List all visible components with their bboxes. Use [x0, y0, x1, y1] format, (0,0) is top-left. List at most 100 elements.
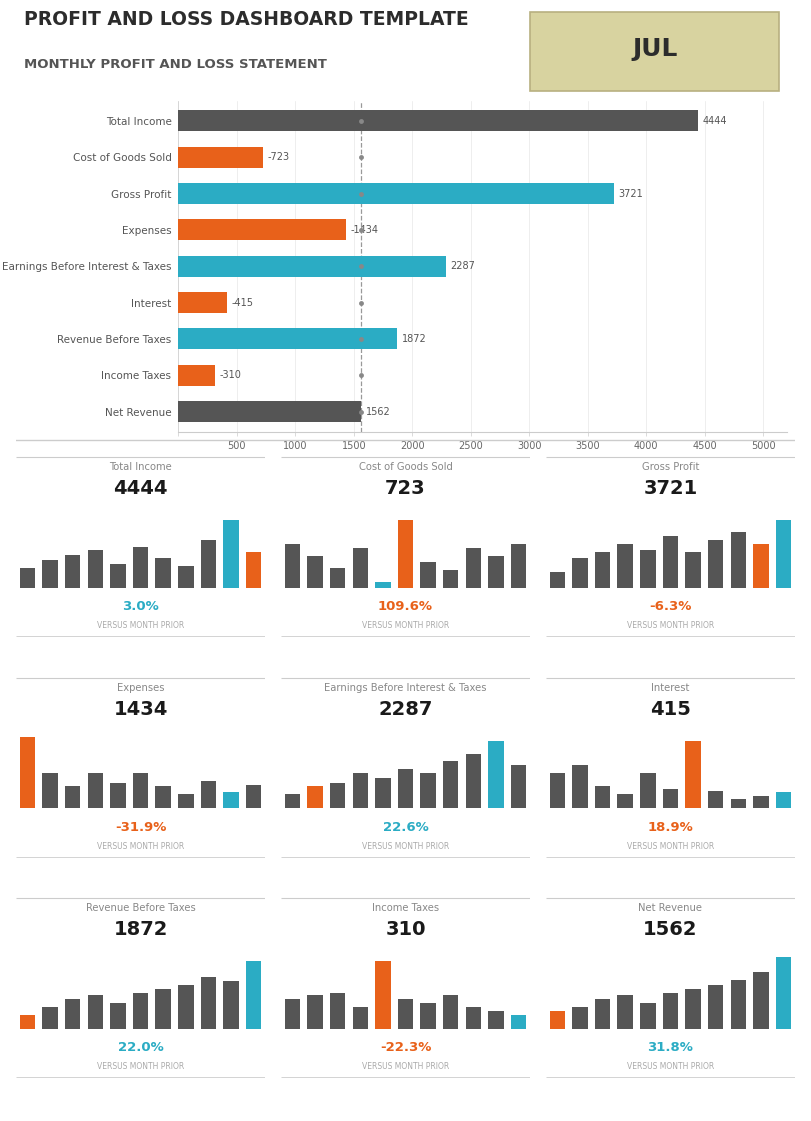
Bar: [353, 772, 368, 808]
Text: 22.0%: 22.0%: [118, 1041, 164, 1055]
Text: 1872: 1872: [402, 334, 427, 344]
Bar: [200, 978, 216, 1029]
Bar: [133, 993, 148, 1029]
Text: Earnings Before Interest & Taxes: Earnings Before Interest & Taxes: [324, 683, 487, 693]
Bar: [178, 147, 263, 168]
Bar: [88, 549, 103, 587]
Text: Total Income: Total Income: [109, 462, 172, 472]
Bar: [511, 544, 526, 587]
Bar: [731, 980, 746, 1029]
Text: 1562: 1562: [366, 407, 391, 417]
Bar: [110, 564, 126, 587]
Text: 415: 415: [650, 700, 691, 719]
Text: 18.9%: 18.9%: [647, 821, 693, 834]
Bar: [375, 778, 391, 808]
Bar: [776, 957, 792, 1029]
Bar: [110, 1003, 126, 1029]
Bar: [420, 772, 436, 808]
Bar: [246, 785, 261, 808]
Text: 3721: 3721: [643, 479, 697, 498]
Bar: [65, 786, 80, 808]
Bar: [663, 788, 678, 808]
Text: PROFIT AND LOSS DASHBOARD TEMPLATE: PROFIT AND LOSS DASHBOARD TEMPLATE: [24, 10, 469, 29]
Bar: [156, 558, 171, 587]
FancyBboxPatch shape: [530, 12, 779, 91]
Text: VERSUS MONTH PRIOR: VERSUS MONTH PRIOR: [362, 842, 449, 851]
Text: 723: 723: [385, 479, 426, 498]
Text: -1434: -1434: [351, 225, 379, 235]
Bar: [375, 962, 391, 1029]
Bar: [246, 553, 261, 587]
Bar: [640, 549, 655, 587]
Bar: [19, 568, 35, 587]
Bar: [595, 999, 611, 1029]
Bar: [178, 110, 698, 131]
Bar: [776, 793, 792, 808]
Bar: [595, 786, 611, 808]
Text: 3721: 3721: [618, 188, 643, 198]
Text: MONTHLY PROFIT AND LOSS STATEMENT: MONTHLY PROFIT AND LOSS STATEMENT: [24, 57, 327, 71]
Bar: [753, 796, 769, 808]
Bar: [88, 995, 103, 1029]
Bar: [776, 520, 792, 587]
Text: Revenue Before Taxes: Revenue Before Taxes: [86, 904, 195, 914]
Bar: [466, 548, 481, 587]
Bar: [307, 556, 323, 587]
Bar: [178, 183, 614, 204]
Bar: [307, 786, 323, 808]
Text: VERSUS MONTH PRIOR: VERSUS MONTH PRIOR: [97, 621, 184, 630]
Bar: [550, 572, 565, 587]
Bar: [88, 772, 103, 808]
Bar: [731, 532, 746, 587]
Bar: [617, 794, 633, 808]
Bar: [178, 364, 215, 386]
Text: -310: -310: [219, 370, 241, 380]
Bar: [397, 520, 414, 587]
Bar: [178, 256, 446, 277]
Bar: [285, 794, 300, 808]
Bar: [246, 962, 261, 1029]
Text: -22.3%: -22.3%: [380, 1041, 431, 1055]
Text: 310: 310: [385, 920, 426, 939]
Text: JUL: JUL: [632, 37, 677, 61]
Bar: [640, 772, 655, 808]
Bar: [488, 1011, 504, 1029]
Text: 4444: 4444: [703, 115, 727, 126]
Text: 22.6%: 22.6%: [383, 821, 428, 834]
Text: VERSUS MONTH PRIOR: VERSUS MONTH PRIOR: [97, 1063, 184, 1072]
Bar: [19, 1015, 35, 1029]
Text: 1562: 1562: [643, 920, 697, 939]
Bar: [178, 794, 194, 808]
Bar: [285, 999, 300, 1029]
Bar: [617, 544, 633, 587]
Bar: [178, 985, 194, 1029]
Bar: [420, 1003, 436, 1029]
Text: VERSUS MONTH PRIOR: VERSUS MONTH PRIOR: [362, 621, 449, 630]
Bar: [550, 1011, 565, 1029]
Bar: [443, 571, 458, 587]
Bar: [178, 220, 346, 240]
Bar: [753, 972, 769, 1029]
Bar: [466, 1007, 481, 1029]
Bar: [511, 1015, 526, 1029]
Bar: [42, 1007, 58, 1029]
Bar: [353, 1007, 368, 1029]
Bar: [178, 566, 194, 587]
Bar: [731, 799, 746, 808]
Bar: [708, 985, 723, 1029]
Bar: [200, 540, 216, 587]
Text: Net Revenue: Net Revenue: [638, 904, 702, 914]
Bar: [443, 995, 458, 1029]
Text: 1434: 1434: [114, 700, 168, 719]
Text: Interest: Interest: [651, 683, 689, 693]
Bar: [353, 548, 368, 587]
Bar: [685, 741, 701, 808]
Text: 109.6%: 109.6%: [378, 601, 433, 613]
Bar: [663, 993, 678, 1029]
Text: 1872: 1872: [114, 920, 168, 939]
Bar: [397, 999, 414, 1029]
Bar: [178, 293, 227, 313]
Bar: [223, 981, 238, 1029]
Text: 2287: 2287: [378, 700, 433, 719]
Text: Expenses: Expenses: [117, 683, 165, 693]
